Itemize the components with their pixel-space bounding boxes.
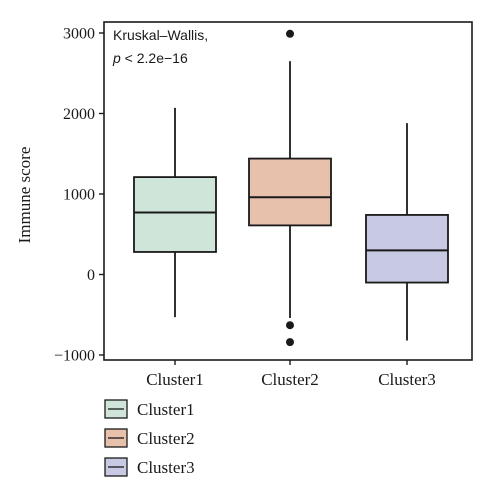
legend-label: Cluster1	[137, 400, 195, 419]
y-tick-label: 1000	[63, 187, 95, 204]
iqr-box	[133, 176, 217, 253]
legend-label: Cluster2	[137, 429, 195, 448]
y-tick-label: 2000	[63, 106, 95, 123]
outlier-point	[286, 29, 294, 38]
box-cluster2	[248, 29, 332, 347]
box-cluster1	[133, 107, 217, 318]
legend-item-cluster2: Cluster2	[104, 428, 195, 448]
y-axis-label: Immune score	[15, 147, 34, 244]
legend-item-cluster3: Cluster3	[104, 457, 195, 477]
x-tick-label: Cluster3	[378, 370, 436, 389]
y-tick-label: 3000	[63, 26, 95, 43]
iqr-box	[248, 157, 332, 227]
box-cluster3	[365, 123, 449, 341]
y-tick-label: −1000	[54, 348, 95, 365]
legend-label: Cluster3	[137, 458, 195, 477]
p-value-text: < 2.2e−16	[121, 50, 188, 66]
outlier-point	[286, 321, 294, 330]
test-annotation-line2: p < 2.2e−16	[112, 50, 188, 66]
x-tick-label: Cluster2	[261, 370, 319, 389]
x-tick-label: Cluster1	[146, 370, 204, 389]
plot-frame	[103, 21, 473, 361]
y-tick-label: 0	[87, 267, 95, 284]
iqr-box	[365, 214, 449, 284]
test-annotation-line1: Kruskal–Wallis,	[113, 27, 208, 43]
outlier-point	[286, 338, 294, 347]
legend-item-cluster1: Cluster1	[104, 399, 195, 419]
p-symbol: p	[112, 50, 121, 66]
